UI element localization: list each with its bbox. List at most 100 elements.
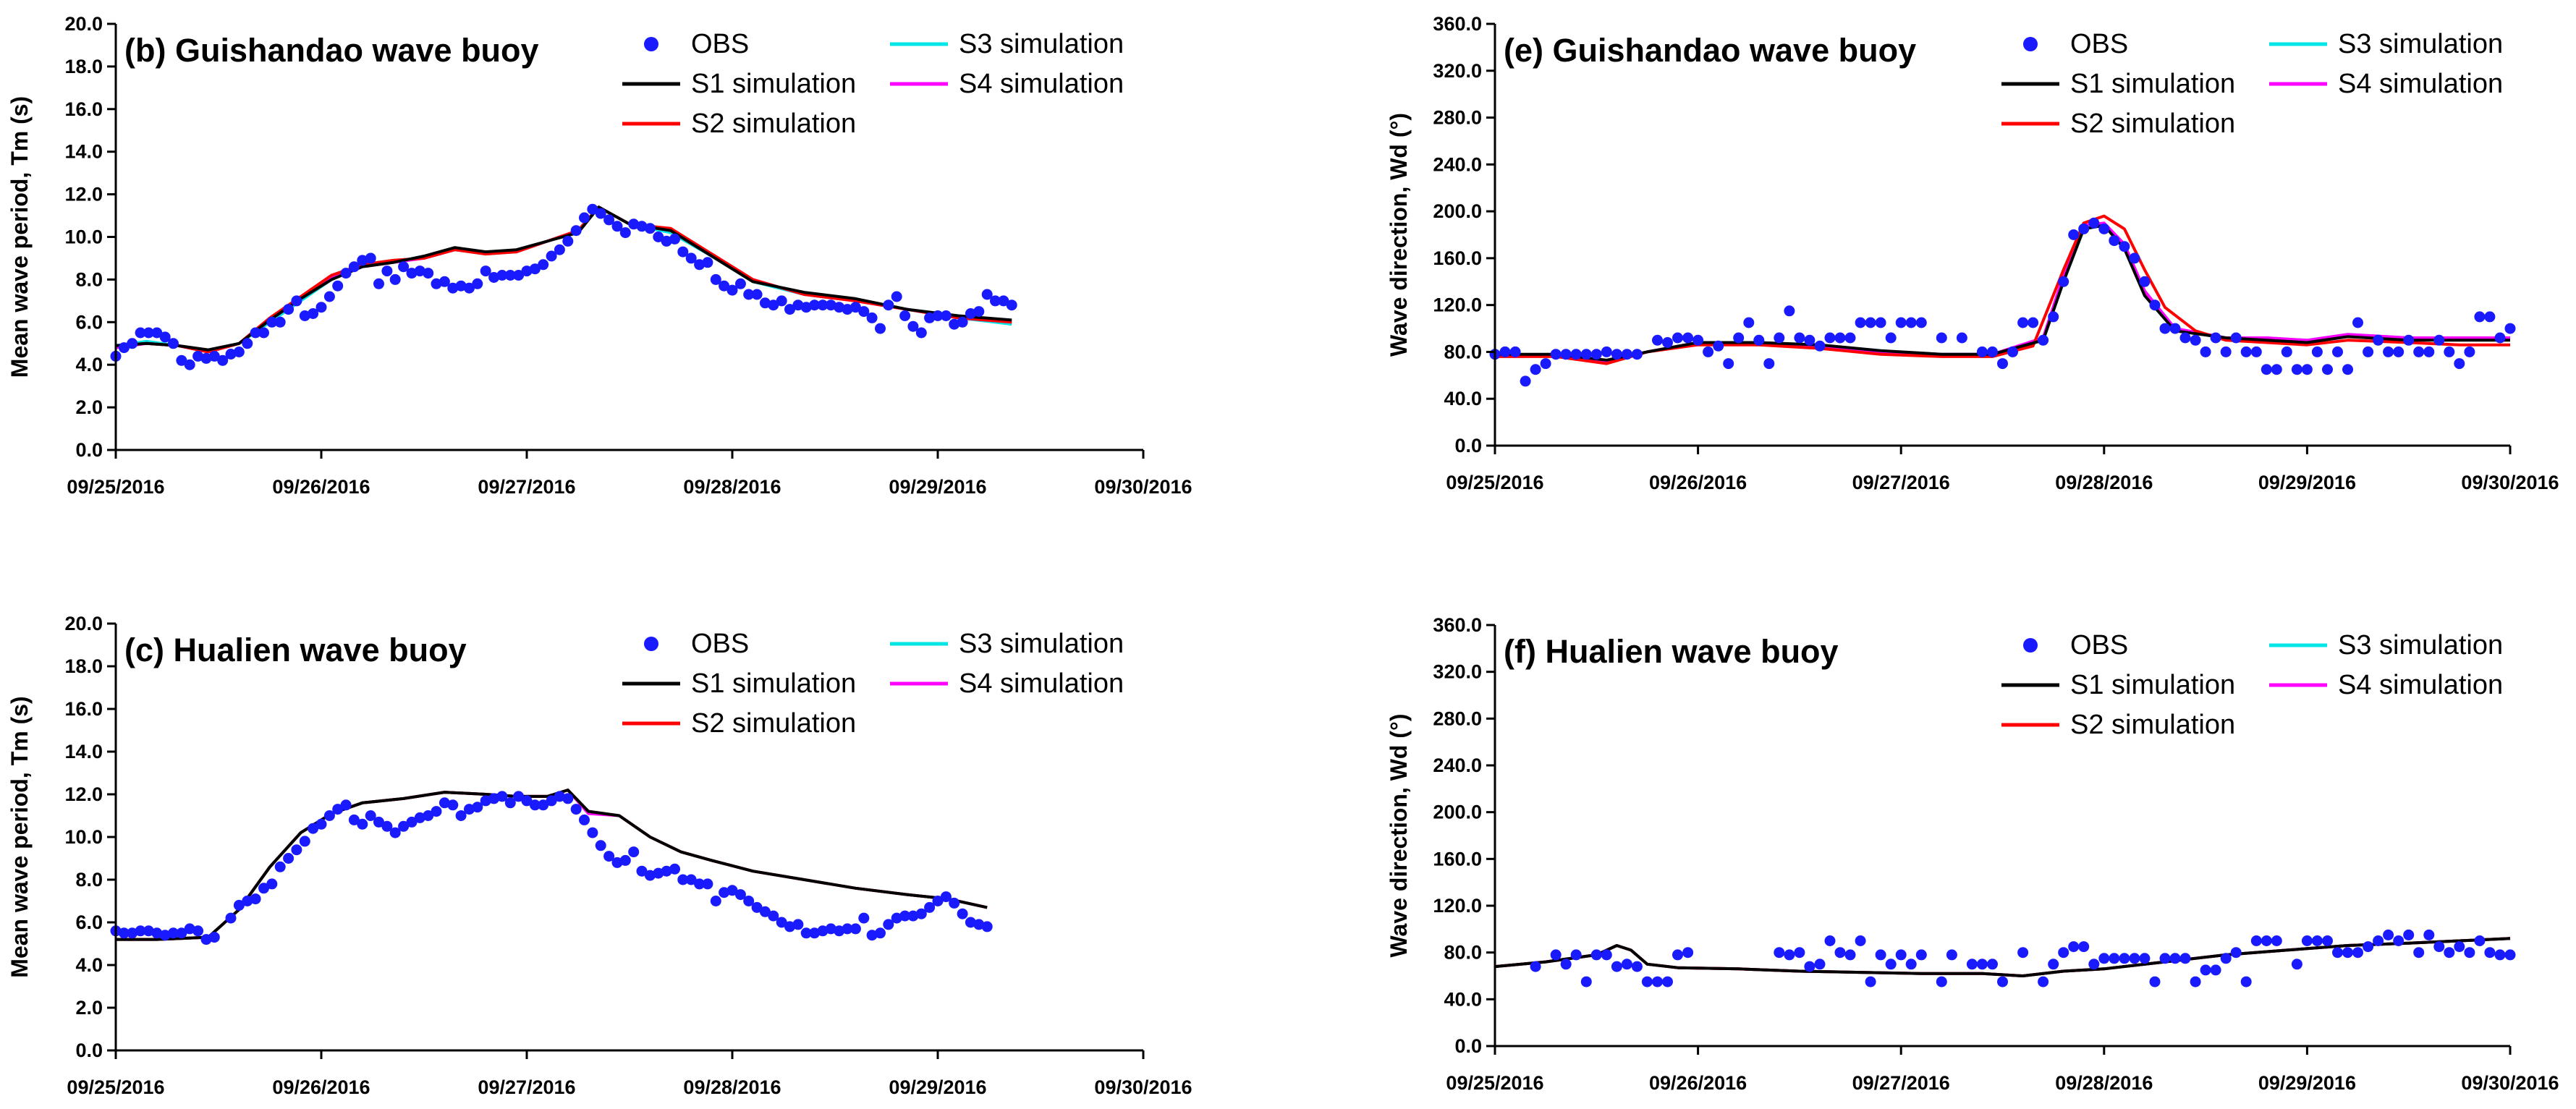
legend-label: S2 simulation — [2070, 710, 2235, 740]
obs-point — [1976, 346, 1988, 357]
obs-point — [726, 885, 738, 896]
obs-point — [208, 350, 220, 362]
obs-point — [973, 306, 985, 318]
x-tick-label: 09/28/2016 — [683, 1076, 781, 1098]
obs-point — [1580, 349, 1592, 360]
obs-point — [225, 349, 237, 360]
obs-point — [1590, 349, 1602, 360]
chart-panel-f-hualien-wd: 0.0 40.0 80.0 120.0 160.0 200.0 240.0 280.0 320.… — [1386, 614, 2559, 1094]
y-tick-label: 360.0 — [1433, 13, 1482, 35]
x-tick-label: 09/29/2016 — [2258, 1072, 2356, 1094]
x-tick-label: 09/30/2016 — [1094, 1076, 1192, 1098]
obs-point — [661, 235, 672, 247]
legend-label: OBS — [691, 629, 749, 659]
obs-point — [661, 865, 672, 877]
obs-point — [447, 282, 459, 294]
obs-point — [694, 878, 706, 890]
x-tick-label: 09/30/2016 — [2461, 472, 2559, 493]
obs-point — [291, 844, 302, 856]
obs-point — [2322, 935, 2333, 946]
x-tick-label: 09/26/2016 — [272, 1076, 370, 1098]
obs-point — [464, 282, 475, 294]
y-axis-title: Wave direction, Wd (°) — [1386, 113, 1412, 357]
obs-point — [2048, 959, 2059, 970]
obs-point — [2373, 334, 2384, 346]
obs-point — [1987, 346, 1998, 357]
obs-point — [677, 874, 689, 885]
y-tick-label: 6.0 — [75, 311, 103, 333]
obs-point — [2301, 364, 2313, 375]
obs-point — [2291, 364, 2302, 375]
obs-point — [496, 270, 508, 281]
obs-point — [2363, 346, 2374, 357]
obs-point — [858, 912, 870, 924]
obs-point — [455, 810, 467, 821]
obs-point — [431, 278, 442, 289]
obs-point — [579, 814, 590, 825]
obs-point — [817, 299, 829, 311]
obs-point — [1875, 949, 1886, 961]
obs-point — [1824, 332, 1836, 344]
obs-point — [842, 923, 853, 935]
obs-point — [464, 804, 475, 815]
obs-point — [283, 304, 295, 315]
obs-point — [135, 925, 146, 937]
obs-point — [858, 306, 870, 318]
obs-point — [562, 793, 574, 804]
obs-point — [2129, 953, 2140, 964]
legend-label: S3 simulation — [959, 29, 1124, 59]
obs-point — [513, 270, 525, 281]
obs-point — [792, 919, 804, 930]
obs-point — [529, 799, 541, 811]
obs-point — [373, 278, 384, 289]
obs-point — [1672, 332, 1683, 344]
obs-point — [825, 299, 836, 311]
obs-point — [1662, 976, 1673, 987]
obs-point — [1946, 949, 1957, 961]
obs-point — [200, 934, 212, 946]
obs-point — [151, 927, 163, 939]
obs-point — [1723, 358, 1734, 370]
obs-point — [529, 263, 541, 275]
obs-point — [1794, 332, 1805, 344]
obs-point — [2129, 252, 2140, 264]
obs-point — [644, 223, 656, 234]
obs-point — [2098, 953, 2110, 964]
obs-point — [685, 874, 697, 885]
obs-point — [1814, 340, 1826, 352]
legend-label: S2 simulation — [2070, 109, 2235, 139]
obs-point — [619, 227, 631, 239]
obs-point — [315, 302, 327, 313]
legend-label: S4 simulation — [959, 668, 1124, 699]
obs-point — [1987, 959, 1998, 970]
obs-point — [1550, 949, 1562, 961]
obs-point — [1774, 947, 1785, 959]
obs-point — [1905, 959, 1917, 970]
obs-point — [258, 883, 269, 894]
obs-point — [200, 352, 212, 364]
obs-point — [118, 342, 130, 354]
obs-point — [2403, 334, 2415, 346]
obs-point — [357, 255, 368, 266]
obs-point — [1703, 346, 1714, 357]
obs-point — [546, 250, 557, 262]
obs-point — [2119, 953, 2130, 964]
obs-point — [242, 896, 253, 906]
y-tick-label: 8.0 — [75, 869, 103, 891]
obs-point — [2301, 935, 2313, 946]
x-tick-label: 09/25/2016 — [67, 476, 164, 498]
obs-point — [1885, 959, 1897, 970]
obs-point — [611, 857, 623, 868]
obs-point — [2240, 976, 2252, 987]
obs-point — [1590, 949, 1602, 961]
obs-point — [538, 799, 549, 811]
legend-label: S4 simulation — [959, 69, 1124, 99]
obs-point — [2078, 223, 2090, 234]
obs-point — [496, 791, 508, 802]
legend-obs-marker — [644, 637, 658, 651]
obs-point — [784, 921, 795, 932]
obs-point — [1865, 976, 1876, 987]
y-tick-label: 0.0 — [1454, 435, 1482, 456]
obs-point — [883, 919, 894, 930]
y-tick-label: 0.0 — [75, 439, 103, 461]
